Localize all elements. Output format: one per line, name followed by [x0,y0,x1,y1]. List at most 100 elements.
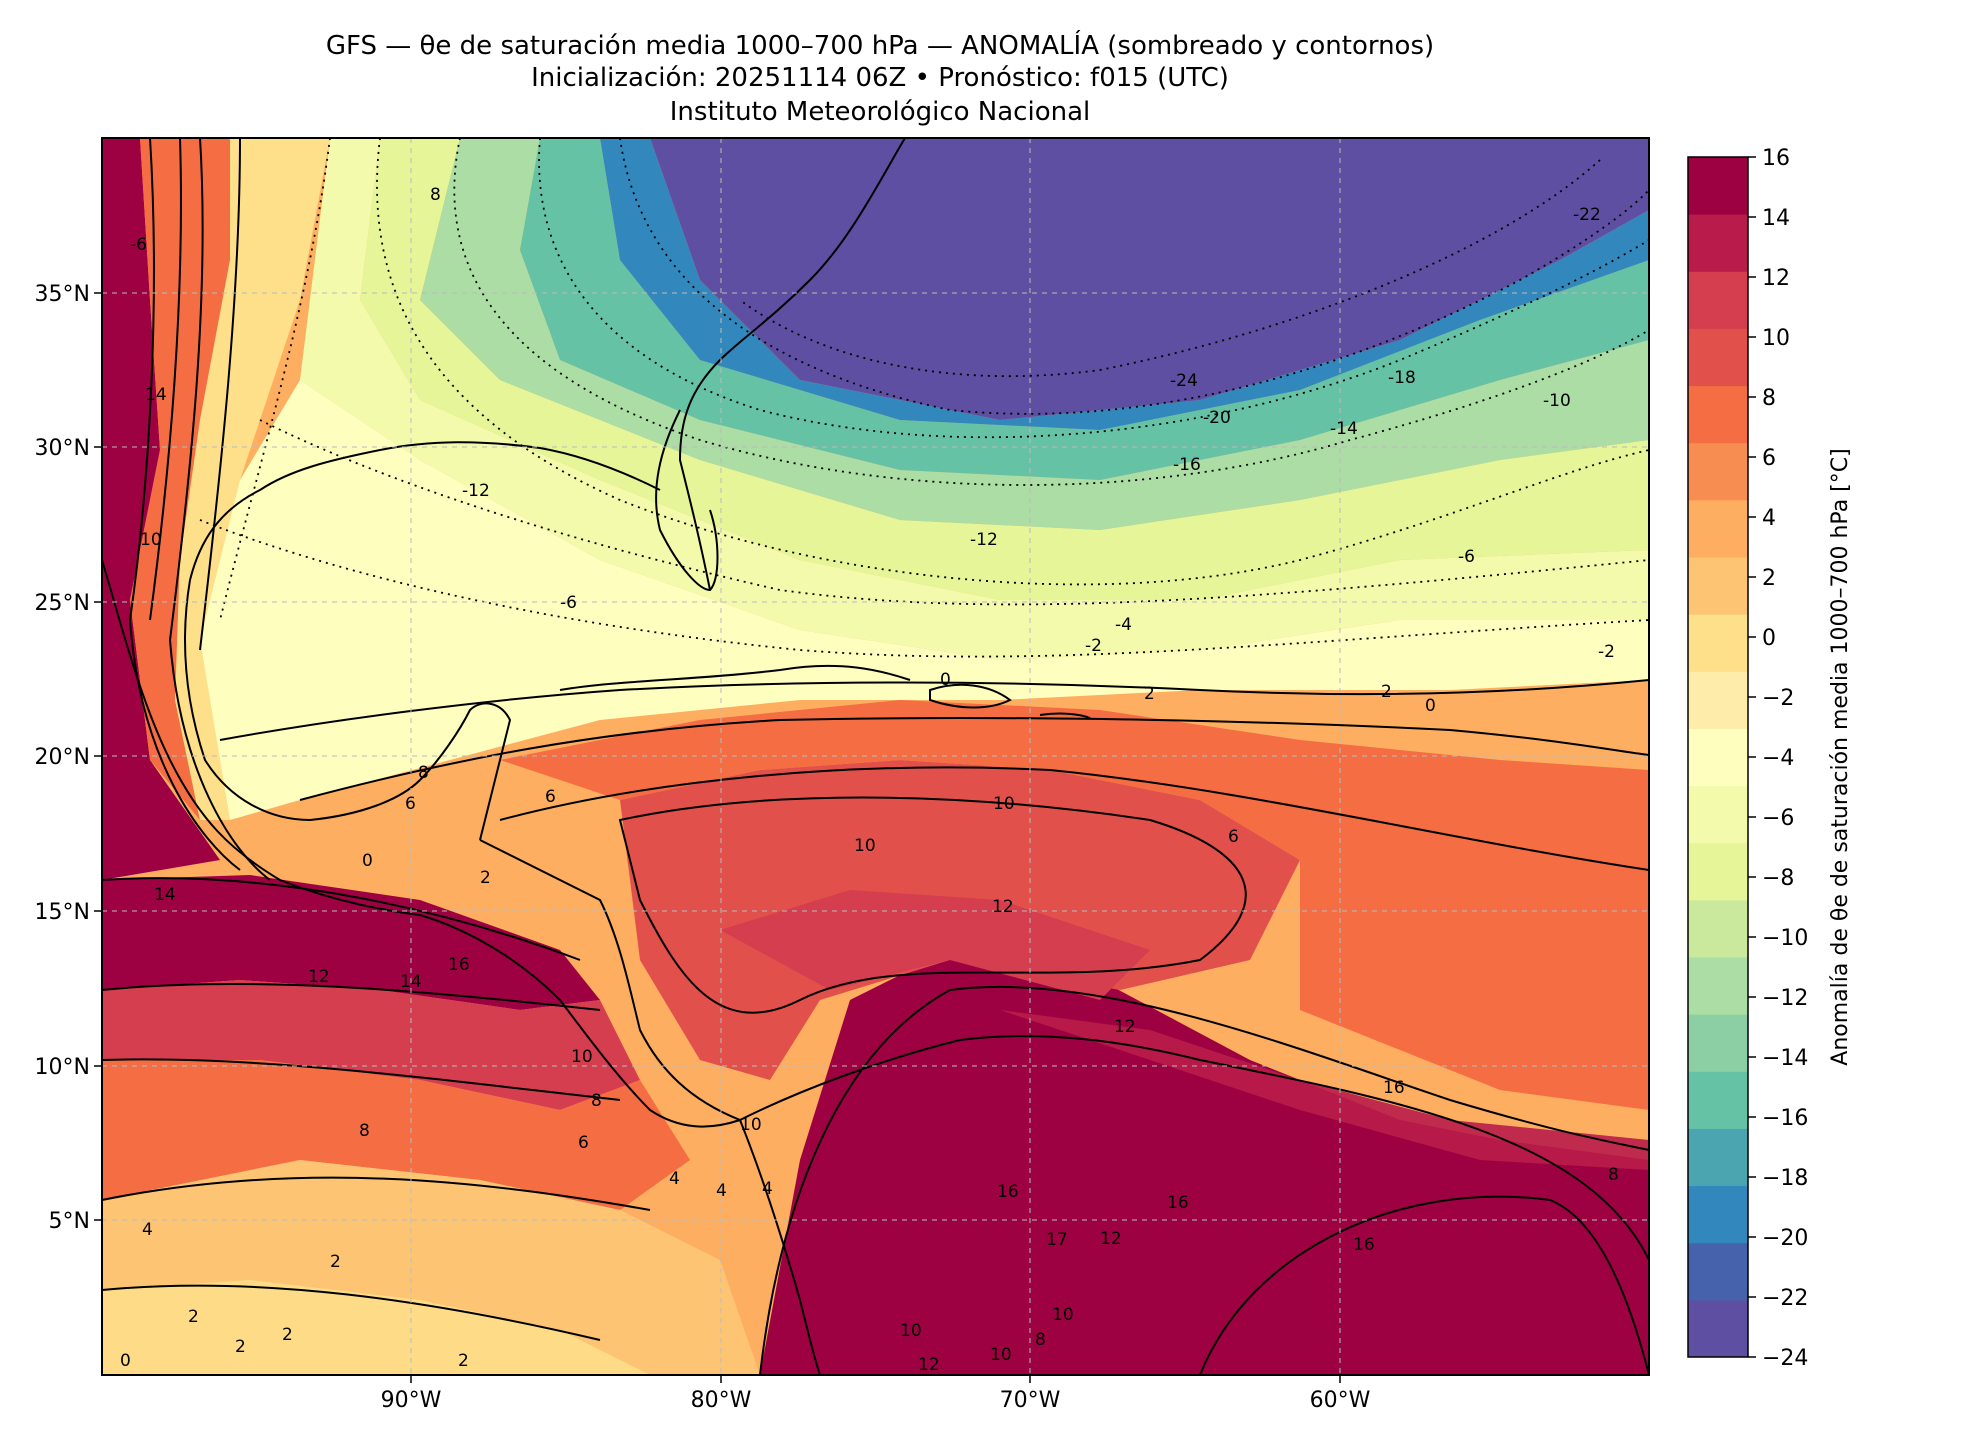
contour-label: 2 [480,868,491,888]
band-pos8-north-caribbean [500,700,1649,1110]
coastline-puerto-rico [1039,712,1091,719]
colorbar-segment [1688,1185,1748,1244]
colorbar-tick-label: −14 [1762,1046,1808,1071]
contour-neg-g [259,419,1649,606]
lon-tick-label: 80°W [691,1388,752,1413]
contour-label: 10 [990,1345,1012,1365]
colorbar-tick-label: −12 [1762,986,1808,1011]
chart-subtitle-init: Inicialización: 20251114 06Z • Pronóstic… [531,63,1229,93]
band-pos8-pacific [102,1060,690,1210]
coastline-cuba [559,664,911,691]
contour-pos-west4 [149,138,182,621]
colorbar-segment [1688,1014,1748,1072]
lat-tick-label: 25°N [35,591,90,616]
lat-tick-label: 5°N [49,1209,90,1234]
contour-pos-west3 [199,138,241,651]
colorbar-segment [1688,1071,1748,1129]
contour-pos-west1 [128,138,241,871]
colorbar-segment [1688,385,1748,444]
contour-label: -6 [130,235,147,255]
contour-label: -10 [1543,391,1571,411]
coastlines [102,138,1649,1375]
lon-axis: 90°W 80°W 70°W 60°W [381,1375,1371,1413]
contour-label: 10 [140,530,162,550]
band-neg4-gulf [300,138,1649,660]
contour-label: 8 [1608,1165,1619,1185]
colorbar-segment [1688,842,1748,901]
band-pos16-south [760,950,1649,1375]
colorbar-segment [1688,785,1748,844]
coastline-central-america-caribbean [479,839,741,1121]
band-pos16-pacific [102,875,600,1010]
lon-tick-label: 70°W [1000,1388,1061,1413]
contour-label: -6 [1458,547,1475,567]
colorbar-segment [1688,1299,1748,1358]
contour-label: -22 [1573,205,1601,225]
contour-pos2-pac [102,1284,601,1341]
lat-tick-label: 20°N [35,745,90,770]
contour-label: 2 [188,1307,199,1327]
coastline-south-america [739,1035,1649,1261]
coastline-central-america [419,914,741,1128]
contour-pos8-pac [102,1058,621,1101]
colorbar-segment [1688,499,1748,558]
colorbar-segment [1688,614,1748,672]
colorbar-tick-label: −16 [1762,1106,1808,1131]
contour-label: 8 [418,763,429,783]
contour-label: 2 [235,1337,246,1357]
contour-label: 12 [308,967,330,987]
lat-tick-label: 35°N [35,282,90,307]
colorbar-tick-label: 8 [1762,386,1776,411]
contour-pos-west2 [168,138,271,881]
colorbar-segment [1688,271,1748,329]
colorbar-tick-label: 10 [1762,326,1790,351]
coastline-us-east [678,138,906,591]
coastline-south-america-pacific [739,1119,821,1375]
colorbar-tick-label: −20 [1762,1226,1808,1251]
contour-pos14-pac [102,877,581,961]
colorbar-tick-label: 4 [1762,506,1776,531]
contour-label: 6 [545,787,556,807]
colorbar-tick-label: 16 [1762,146,1790,171]
lat-tick-label: 10°N [35,1055,90,1080]
gridlines [102,138,1649,1375]
band-neg2-gulf [200,380,1649,820]
contour-label: -2 [1085,636,1102,656]
contour-label: 4 [142,1220,153,1240]
contour-label: 12 [1100,1229,1122,1249]
colorbar-label: Anomalía de θe de saturación media 1000–… [1828,448,1853,1065]
negative-contours [199,138,1649,658]
colorbar-tick-label: −22 [1762,1286,1808,1311]
colorbar-tick-label: 14 [1762,206,1790,231]
band-neg24-atlantic [650,138,1649,420]
contour-label: 2 [1144,684,1155,704]
contour-label: -16 [1173,455,1201,475]
band-neg8-northgulf [360,138,1649,600]
contour-pos4-pac [102,1176,651,1211]
contour-label: 10 [571,1047,593,1067]
contour-neg-a [219,138,331,621]
contour-label: 16 [1167,1193,1189,1213]
contour-label: 16 [1353,1235,1375,1255]
contour-label: 12 [918,1355,940,1375]
contour-label: 4 [716,1181,727,1201]
colorbar-segment [1688,442,1748,501]
contour-label: -2 [1598,642,1615,662]
colorbar-segment [1688,328,1748,387]
colorbar-tick-label: −4 [1762,746,1794,771]
contour-label: 8 [1035,1330,1046,1350]
colorbar-tick-label: −10 [1762,926,1808,951]
colorbar-tick-label: −8 [1762,866,1794,891]
contour-label: 0 [1425,696,1436,716]
anomaly-bands [102,138,1649,1375]
colorbar-segment [1688,214,1748,272]
colorbar-segment [1688,1242,1748,1301]
contour-neg-h [739,159,1601,378]
contour-label: 2 [330,1252,341,1272]
colorbar-segment [1688,899,1748,958]
colorbar-segment [1688,1128,1748,1187]
band-pos16-west-coast [102,138,220,880]
contour-zero [219,679,1649,741]
contour-label: 14 [145,385,167,405]
